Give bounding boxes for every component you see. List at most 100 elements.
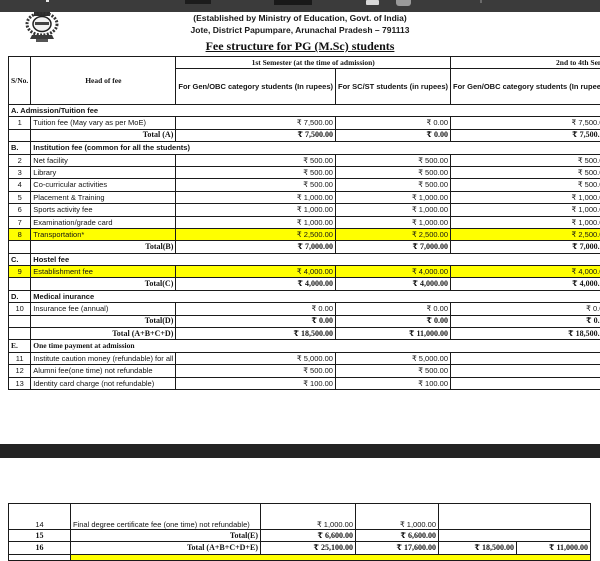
- amount-cell: ₹ 1,000.00: [356, 504, 439, 530]
- col-header-sem1-scst: For SC/ST students (in rupees): [335, 69, 450, 105]
- amount-cell: ₹ 5,000.00: [335, 352, 450, 364]
- sno-cell: [9, 328, 31, 340]
- total-label-cell: Total(B): [31, 241, 176, 253]
- fee-label-cell: Establishment fee: [31, 266, 176, 278]
- toolbar-button-fragment[interactable]: [274, 0, 312, 5]
- col-header-sem1-genobc: For Gen/OBC category students (In rupees…: [176, 69, 336, 105]
- sno-cell: [9, 278, 31, 290]
- fee-label-cell: Alumni fee(one time) not refundable: [31, 365, 176, 377]
- address-line: Jote, District Papumpare, Arunachal Prad…: [0, 25, 600, 36]
- amount-cell: ₹ 7,000.00: [451, 241, 600, 253]
- sno-cell: 12: [9, 365, 31, 377]
- established-line: (Established by Ministry of Education, G…: [0, 13, 600, 24]
- col-header-head-of-fee: Head of fee: [31, 57, 176, 105]
- page-title: Fee structure for PG (M.Sc) students: [0, 39, 600, 54]
- col-header-sem2-group: 2nd to 4th Semester: [451, 57, 600, 69]
- section-e-row: E. One time payment at admission: [9, 340, 600, 352]
- amount-cell: ₹ 500.00: [176, 179, 336, 191]
- total-label-cell: Total(C): [31, 278, 176, 290]
- amount-cell: ₹ 1,000.00: [335, 191, 450, 203]
- toolbar-button-fragment[interactable]: [185, 0, 211, 4]
- amount-cell: ₹ 500.00: [176, 166, 336, 178]
- header-group-row: S/No. Head of fee 1st Semester (at the t…: [9, 57, 600, 69]
- amount-cell: ₹ 1,000.00: [335, 216, 450, 228]
- fee-label-cell: Placement & Training: [31, 191, 176, 203]
- amount-cell: ₹ 0.00: [335, 303, 450, 315]
- fee-label-cell: Identity card charge (not refundable): [31, 377, 176, 389]
- section-d-label: Medical inurance: [31, 290, 600, 302]
- table-row: 14 Final degree certificate fee (one tim…: [9, 504, 591, 530]
- sno-cell: 13: [9, 377, 31, 389]
- section-b-row: B. Institution fee (common for all the s…: [9, 142, 600, 154]
- amount-cell: ₹ 1,000.00: [335, 204, 450, 216]
- amount-cell: ₹ 18,500.00: [451, 328, 600, 340]
- table-row: 13 Identity card charge (not refundable)…: [9, 377, 600, 389]
- amount-cell: ₹ 500.00: [335, 166, 450, 178]
- amount-cell: ₹ 1,000.00: [451, 216, 600, 228]
- amount-cell: ₹ 1,000.00: [261, 504, 356, 530]
- toolbar-fragment-icon: [480, 0, 482, 3]
- fee-table-page1: S/No. Head of fee 1st Semester (at the t…: [8, 56, 600, 390]
- amount-cell: ₹ 18,500.00: [176, 328, 336, 340]
- section-b-label: Institution fee (common for all the stud…: [31, 142, 600, 154]
- total-e-row: 15 Total(E) ₹ 6,600.00 ₹ 6,600.00: [9, 530, 591, 542]
- fee-label-cell: Net facility: [31, 154, 176, 166]
- amount-cell: ₹ 2,500.00: [335, 228, 450, 240]
- highlighted-row-transportation: 8 Transportation* ₹ 2,500.00 ₹ 2,500.00 …: [9, 228, 600, 240]
- sno-cell: 6: [9, 204, 31, 216]
- fee-label-cell: Transportation*: [31, 228, 176, 240]
- total-label-cell: Total (A+B+C+D+E): [71, 542, 261, 554]
- amount-cell: ₹ 500.00: [335, 365, 450, 377]
- amount-cell: ₹ 6,600.00: [261, 530, 356, 542]
- table-row: 3 Library ₹ 500.00 ₹ 500.00 ₹ 500.00 ₹ 5…: [9, 166, 600, 178]
- sno-cell: 7: [9, 216, 31, 228]
- empty-cell: [451, 365, 600, 377]
- amount-cell: ₹ 1,000.00: [176, 204, 336, 216]
- section-letter-cell: B.: [9, 142, 31, 154]
- fee-label-cell: Insurance fee (annual): [31, 303, 176, 315]
- amount-cell: ₹ 11,000.00: [517, 542, 591, 554]
- amount-cell: ₹ 7,000.00: [176, 241, 336, 253]
- col-header-sem2-genobc: For Gen/OBC category students (In rupees…: [451, 69, 600, 105]
- amount-cell: ₹ 0.00: [176, 315, 336, 327]
- fee-table-page2: 14 Final degree certificate fee (one tim…: [8, 503, 591, 561]
- total-label-cell: Total (A): [31, 129, 176, 141]
- amount-cell: ₹ 500.00: [451, 179, 600, 191]
- amount-cell: ₹ 4,000.00: [176, 278, 336, 290]
- total-b-row: Total(B) ₹ 7,000.00 ₹ 7,000.00 ₹ 7,000.0…: [9, 241, 600, 253]
- amount-cell: ₹ 6,600.00: [356, 530, 439, 542]
- amount-cell: ₹ 2,500.00: [451, 228, 600, 240]
- table-row: 4 Co-curricular activities ₹ 500.00 ₹ 50…: [9, 179, 600, 191]
- grand-total-row: 16 Total (A+B+C+D+E) ₹ 25,100.00 ₹ 17,60…: [9, 542, 591, 554]
- amount-cell: ₹ 0.00: [451, 303, 600, 315]
- sno-cell: 2: [9, 154, 31, 166]
- sno-cell: 5: [9, 191, 31, 203]
- total-c-row: Total(C) ₹ 4,000.00 ₹ 4,000.00 ₹ 4,000.0…: [9, 278, 600, 290]
- total-label-cell: Total(E): [71, 530, 261, 542]
- sno-cell: 15: [9, 530, 71, 542]
- section-letter-cell: C.: [9, 253, 31, 265]
- sno-cell: [9, 129, 31, 141]
- table-row: 10 Insurance fee (annual) ₹ 0.00 ₹ 0.00 …: [9, 303, 600, 315]
- amount-cell: ₹ 0.00: [335, 315, 450, 327]
- toolbar-button-fragment[interactable]: [396, 0, 411, 6]
- toolbar-button-fragment[interactable]: [366, 0, 379, 5]
- empty-cell: [439, 504, 591, 530]
- section-a-row: A. Admission/Tuition fee: [9, 105, 600, 117]
- amount-cell: ₹ 7,500.00: [451, 129, 600, 141]
- amount-cell: ₹ 4,000.00: [451, 266, 600, 278]
- amount-cell: ₹ 7,500.00: [176, 117, 336, 129]
- empty-cell: [9, 554, 71, 560]
- highlighted-strip-row: [9, 554, 591, 560]
- amount-cell: ₹ 4,000.00: [335, 278, 450, 290]
- sno-cell: 14: [9, 504, 71, 530]
- empty-cell: [451, 377, 600, 389]
- amount-cell: ₹ 500.00: [176, 365, 336, 377]
- total-d-row: Total(D) ₹ 0.00 ₹ 0.00 ₹ 0.00 ₹ 0.00: [9, 315, 600, 327]
- sno-cell: 1: [9, 117, 31, 129]
- table-row: 12 Alumni fee(one time) not refundable ₹…: [9, 365, 600, 377]
- amount-cell: ₹ 0.00: [451, 315, 600, 327]
- amount-cell: ₹ 7,500.00: [176, 129, 336, 141]
- table-row: 5 Placement & Training ₹ 1,000.00 ₹ 1,00…: [9, 191, 600, 203]
